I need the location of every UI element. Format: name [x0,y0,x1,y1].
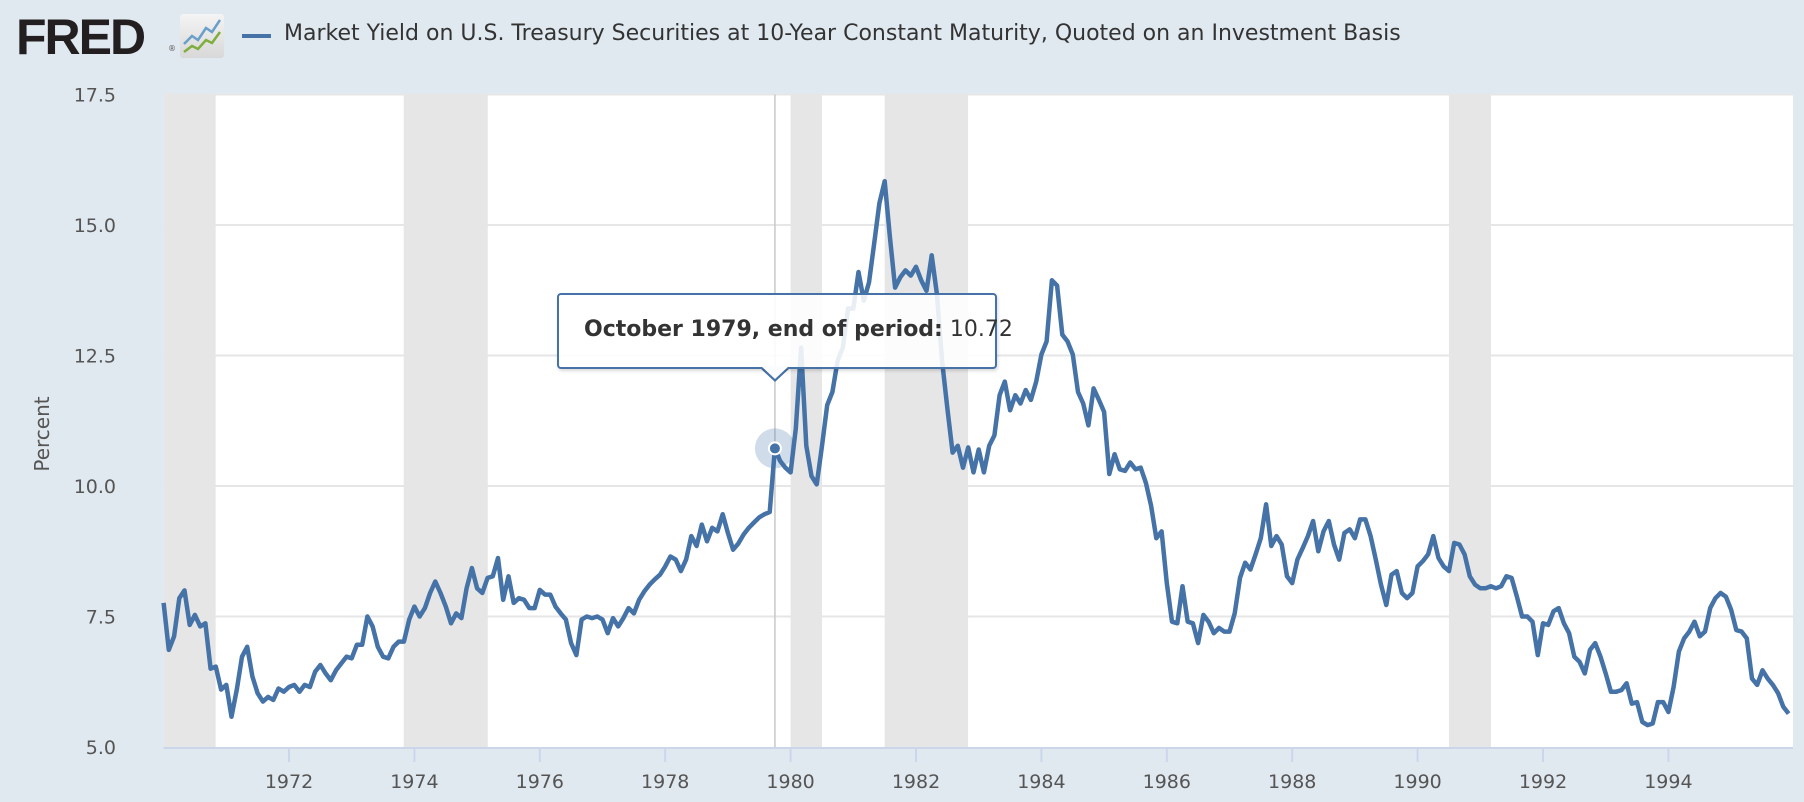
recession-band [1448,94,1491,747]
x-tick-label: 1986 [1143,771,1191,793]
y-tick-label: 5.0 [86,737,116,759]
logo-text: FRED [16,9,146,65]
x-tick-label: 1974 [390,771,438,793]
recession-band [884,94,969,747]
series-title[interactable]: Market Yield on U.S. Treasury Securities… [284,21,1401,46]
x-tick-label: 1984 [1017,771,1065,793]
chart-logo-icon [180,14,224,58]
tooltip-text: October 1979, end of period: 10.72 [584,317,1013,342]
tooltip-value: 10.72 [949,317,1013,342]
y-tick-label: 7.5 [86,607,116,629]
hover-point[interactable] [767,441,782,456]
x-tick-label: 1972 [265,771,313,793]
x-tick-label: 1980 [766,771,814,793]
x-tick-label: 1976 [516,771,564,793]
logo-registered-mark: ® [168,44,176,53]
x-tick-label: 1988 [1268,771,1316,793]
y-tick-label: 15.0 [74,215,116,237]
x-tick-label: 1978 [641,771,689,793]
y-tick-label: 10.0 [74,476,116,498]
recession-band [403,94,488,747]
series-line[interactable] [161,178,1791,728]
legend-series-swatch [242,34,271,38]
y-tick-label: 12.5 [74,346,116,368]
tooltip-pointer-inner [761,366,789,379]
tooltip-label: October 1979, end of period: [584,317,943,342]
x-tick-label: 1990 [1393,771,1441,793]
x-tick-label: 1992 [1519,771,1567,793]
y-axis-label: Percent [30,396,54,472]
tooltip: October 1979, end of period: 10.72 [557,293,1013,369]
y-tick-label: 17.5 [74,85,116,107]
x-tick-label: 1994 [1644,771,1692,793]
x-tick-label: 1982 [892,771,940,793]
